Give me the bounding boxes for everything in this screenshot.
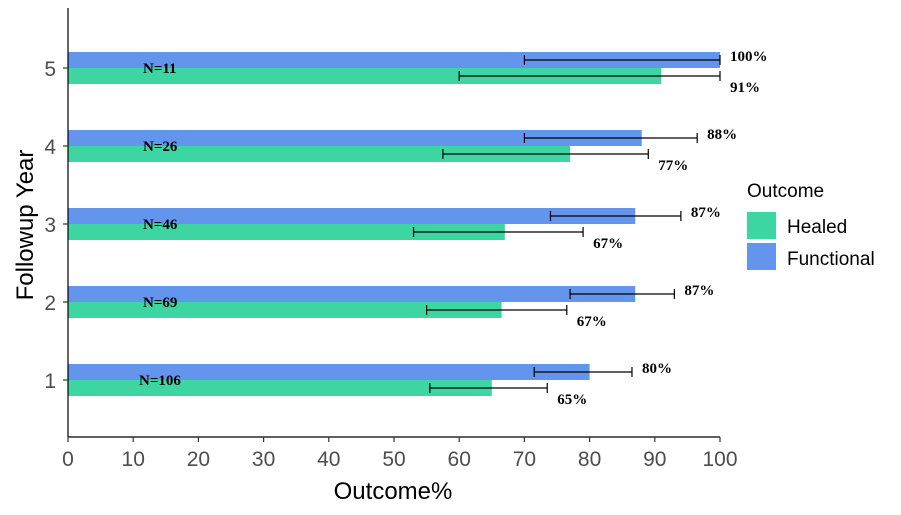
value-label-functional-year-2: 87% <box>684 283 714 299</box>
y-tick-label-4: 4 <box>44 136 56 159</box>
x-axis-title: Outcome% <box>334 478 453 505</box>
value-label-healed-year-5: 91% <box>730 80 760 96</box>
y-tick-label-1: 1 <box>44 370 56 393</box>
bar-healed-year-4 <box>68 146 571 162</box>
bar-functional-year-3 <box>68 208 636 224</box>
legend: Outcome Healed Functional <box>747 181 875 270</box>
bar-healed-year-2 <box>68 302 502 318</box>
x-tick-label-50: 50 <box>382 448 405 471</box>
y-axis-title: Followup Year <box>12 150 39 301</box>
value-label-functional-year-5: 100% <box>730 49 768 65</box>
n-label-year-5: N=11 <box>143 61 177 77</box>
x-tick-label-60: 60 <box>448 448 471 471</box>
bar-healed-year-5 <box>68 68 662 84</box>
n-label-year-3: N=46 <box>143 217 178 233</box>
x-tick-label-0: 0 <box>62 448 74 471</box>
x-tick-label-70: 70 <box>513 448 536 471</box>
x-tick-label-20: 20 <box>187 448 210 471</box>
bar-functional-year-5 <box>68 52 720 68</box>
value-label-functional-year-3: 87% <box>691 205 721 221</box>
x-tick-label-30: 30 <box>252 448 275 471</box>
legend-title: Outcome <box>747 181 824 202</box>
y-tick-label-2: 2 <box>44 292 56 315</box>
value-label-healed-year-4: 77% <box>658 158 688 174</box>
value-label-functional-year-1: 80% <box>642 361 672 377</box>
x-tick-label-100: 100 <box>702 448 737 471</box>
n-label-year-2: N=69 <box>143 295 177 311</box>
x-tick-label-80: 80 <box>578 448 601 471</box>
bars-layer <box>68 52 720 396</box>
value-label-healed-year-1: 65% <box>557 392 587 408</box>
labels-layer: 80% 87% 87% 88% 100% 65% 67% 67% 77% 91% N=106 N=69… <box>139 49 768 408</box>
n-label-year-1: N=106 <box>139 373 181 389</box>
bar-functional-year-2 <box>68 286 636 302</box>
legend-label-functional: Functional <box>787 249 875 270</box>
value-label-healed-year-2: 67% <box>577 314 607 330</box>
legend-swatch-functional <box>747 243 776 270</box>
bar-functional-year-4 <box>68 130 642 146</box>
legend-label-healed: Healed <box>787 217 847 238</box>
bar-functional-year-1 <box>68 364 590 380</box>
x-tick-label-40: 40 <box>317 448 340 471</box>
legend-swatch-healed <box>747 212 776 239</box>
bar-healed-year-3 <box>68 224 505 240</box>
error-bars-layer <box>412 55 721 393</box>
y-tick-label-5: 5 <box>44 58 56 81</box>
y-tick-label-3: 3 <box>44 214 56 237</box>
n-label-year-4: N=26 <box>143 139 178 155</box>
x-tick-label-90: 90 <box>643 448 666 471</box>
value-label-functional-year-4: 88% <box>707 127 737 143</box>
bar-healed-year-1 <box>68 380 492 396</box>
axes-layer: 0 10 20 30 40 50 60 70 80 90 100 1 2 3 4 5 <box>44 8 738 471</box>
x-tick-label-10: 10 <box>122 448 145 471</box>
value-label-healed-year-3: 67% <box>593 236 623 252</box>
